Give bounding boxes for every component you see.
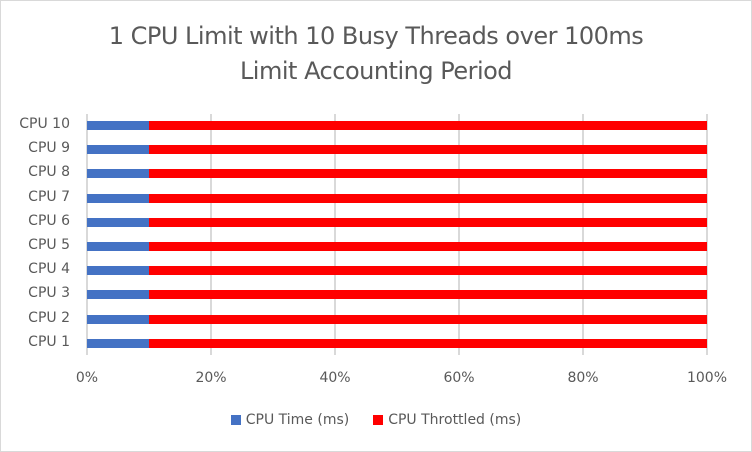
x-tick-label: 0% bbox=[75, 370, 99, 386]
legend-swatch-cpu-throttled bbox=[373, 415, 384, 425]
legend: CPU Time (ms) CPU Throttled (ms) bbox=[0, 412, 752, 428]
bar-row bbox=[87, 338, 707, 348]
category-label: CPU 4 bbox=[28, 261, 70, 278]
bar-row bbox=[87, 290, 707, 300]
bar-segment bbox=[149, 193, 707, 203]
bar-segment bbox=[149, 121, 707, 130]
category-label: CPU 5 bbox=[28, 237, 70, 253]
bar-segment bbox=[87, 266, 149, 276]
bar-segment bbox=[149, 266, 707, 276]
bar-segment bbox=[149, 145, 707, 155]
chart-title-line-1: 1 CPU Limit with 10 Busy Threads over 10… bbox=[108, 22, 644, 50]
legend-item-cpu-throttled: CPU Throttled (ms) bbox=[373, 412, 521, 428]
gridline bbox=[86, 114, 88, 355]
bar-row bbox=[87, 314, 707, 324]
bar-segment bbox=[149, 314, 707, 324]
bar-segment bbox=[149, 290, 707, 300]
bar-row bbox=[87, 169, 707, 179]
x-tick-label: 40% bbox=[319, 370, 351, 386]
x-tick-label: 60% bbox=[443, 370, 475, 386]
category-label: CPU 7 bbox=[28, 188, 70, 205]
gridline bbox=[458, 114, 460, 355]
category-label: CPU 10 bbox=[19, 116, 70, 132]
x-tick-label: 100% bbox=[686, 370, 728, 386]
bar-segment bbox=[87, 338, 149, 348]
bar-segment bbox=[149, 169, 707, 179]
gridline bbox=[582, 114, 584, 355]
legend-label: CPU Time (ms) bbox=[245, 412, 350, 428]
bar-segment bbox=[87, 290, 149, 300]
bar-segment bbox=[149, 242, 707, 251]
bar-segment bbox=[87, 169, 149, 179]
bar-segment bbox=[87, 242, 149, 251]
category-label: CPU 2 bbox=[28, 309, 70, 326]
bar-segment bbox=[87, 121, 149, 130]
category-label: CPU 6 bbox=[28, 212, 70, 229]
gridline bbox=[210, 114, 212, 355]
bar-row bbox=[87, 242, 707, 251]
chart-title-line-2: Limit Accounting Period bbox=[239, 57, 513, 85]
bar-segment bbox=[87, 193, 149, 203]
bar-row bbox=[87, 121, 707, 130]
category-label: CPU 1 bbox=[28, 333, 70, 350]
gridline bbox=[706, 114, 708, 355]
bar-segment bbox=[149, 217, 707, 227]
plot-area bbox=[86, 114, 708, 355]
bar-segment bbox=[87, 217, 149, 227]
gridline bbox=[334, 114, 336, 355]
category-label: CPU 3 bbox=[28, 285, 70, 302]
bar-row bbox=[87, 217, 707, 227]
bar-row bbox=[87, 145, 707, 155]
bar-segment bbox=[87, 314, 149, 324]
bar-segment bbox=[87, 145, 149, 155]
bar-segment bbox=[149, 338, 707, 348]
legend-item-cpu-time: CPU Time (ms) bbox=[230, 412, 350, 428]
category-label: CPU 9 bbox=[28, 140, 70, 157]
bar-row bbox=[87, 193, 707, 203]
legend-swatch-cpu-time bbox=[230, 415, 241, 425]
category-label: CPU 8 bbox=[28, 164, 70, 181]
legend-label: CPU Throttled (ms) bbox=[388, 412, 522, 428]
bar-row bbox=[87, 266, 707, 276]
x-tick-label: 20% bbox=[195, 370, 227, 386]
x-tick-label: 80% bbox=[567, 370, 599, 386]
